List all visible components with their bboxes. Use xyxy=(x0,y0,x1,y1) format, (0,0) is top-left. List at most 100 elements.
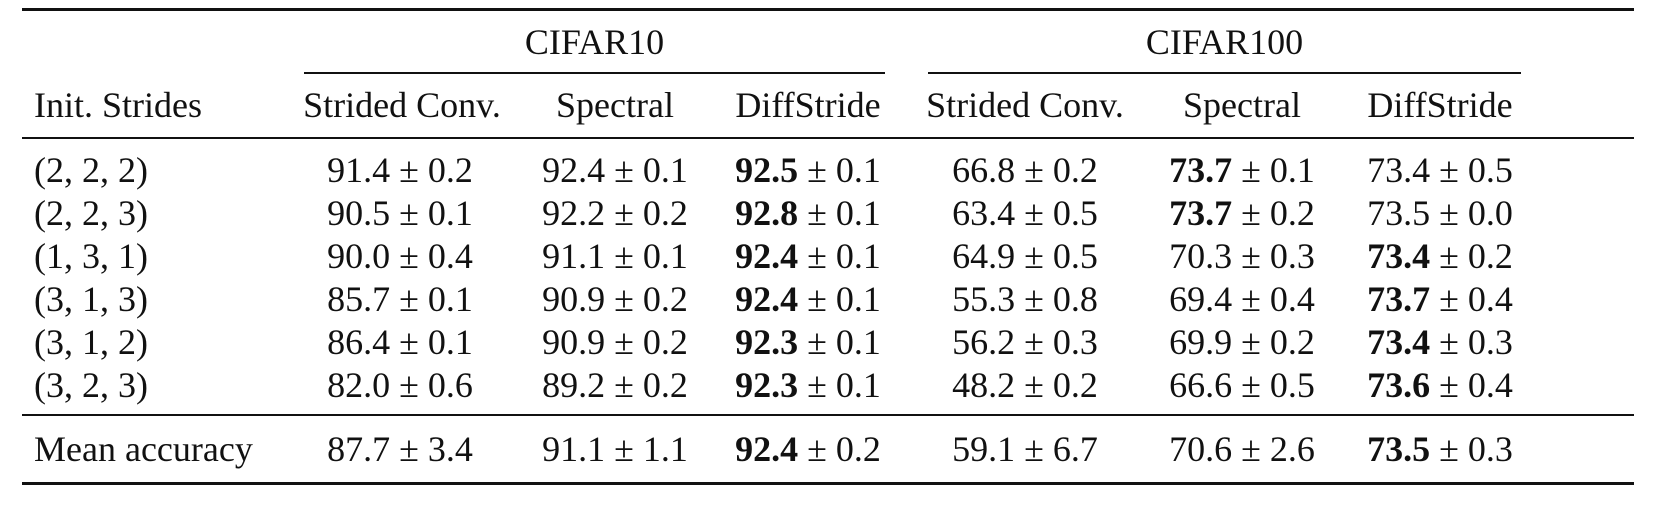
table-cell-cifar100-spectral: 69.9 ± 0.2 xyxy=(1127,322,1357,362)
cell-std: ± 0.6 xyxy=(390,365,473,405)
cell-mean: 92.3 xyxy=(735,322,799,362)
cell-mean: 73.7 xyxy=(1169,150,1233,190)
group-header-cifar10: CIFAR10 xyxy=(524,22,665,62)
cell-std: ± 0.3 xyxy=(1430,429,1513,469)
table-cell-cifar100-strided-conv: 64.9 ± 0.5 xyxy=(910,236,1140,276)
table-cell-cifar100-diffstride: 73.7 ± 0.4 xyxy=(1325,279,1555,319)
table-cell-cifar100-diffstride: 73.6 ± 0.4 xyxy=(1325,365,1555,405)
cell-std: ± 0.4 xyxy=(1430,279,1513,319)
table-cell-cifar10-strided-conv: 82.0 ± 0.6 xyxy=(285,365,515,405)
summary-cell-cifar10-diffstride: 92.4 ± 0.2 xyxy=(693,429,923,469)
column-header-cifar10-diffstride: DiffStride xyxy=(735,85,881,125)
cell-mean: 89.2 xyxy=(542,365,606,405)
cell-mean: 73.7 xyxy=(1367,279,1431,319)
cell-std: ± 0.1 xyxy=(798,365,881,405)
cell-mean: 85.7 xyxy=(327,279,391,319)
cell-mean: 73.4 xyxy=(1367,150,1431,190)
table-cell-cifar10-spectral: 91.1 ± 0.1 xyxy=(500,236,730,276)
cell-std: ± 0.4 xyxy=(390,236,473,276)
cell-std: ± 0.5 xyxy=(1232,365,1315,405)
cell-mean: 90.9 xyxy=(542,322,606,362)
table-cell-cifar10-strided-conv: 90.5 ± 0.1 xyxy=(285,193,515,233)
summary-row-label: Mean accuracy xyxy=(34,429,253,469)
cell-std: ± 0.3 xyxy=(1015,322,1098,362)
cell-mean: 69.4 xyxy=(1169,279,1233,319)
table-cell-cifar100-spectral: 73.7 ± 0.1 xyxy=(1127,150,1357,190)
table-cell-cifar10-strided-conv: 85.7 ± 0.1 xyxy=(285,279,515,319)
table-cell-cifar10-diffstride: 92.4 ± 0.1 xyxy=(693,279,923,319)
cell-std: ± 0.4 xyxy=(1232,279,1315,319)
group-header-cifar100: CIFAR100 xyxy=(1145,22,1304,62)
cell-mean: 48.2 xyxy=(952,365,1016,405)
cell-std: ± 0.2 xyxy=(1015,365,1098,405)
table-cell-cifar10-diffstride: 92.3 ± 0.1 xyxy=(693,322,923,362)
cell-std: ± 0.1 xyxy=(390,279,473,319)
summary-cell-cifar100-spectral: 70.6 ± 2.6 xyxy=(1127,429,1357,469)
cell-mean: 73.5 xyxy=(1367,429,1431,469)
cell-std: ± 0.2 xyxy=(1430,236,1513,276)
cell-std: ± 0.2 xyxy=(390,150,473,190)
row-label: (3, 1, 2) xyxy=(34,322,148,362)
table-cell-cifar100-spectral: 70.3 ± 0.3 xyxy=(1127,236,1357,276)
table-cell-cifar100-strided-conv: 56.2 ± 0.3 xyxy=(910,322,1140,362)
cell-mean: 90.5 xyxy=(327,193,391,233)
cell-std: ± 0.2 xyxy=(798,429,881,469)
cell-mean: 92.4 xyxy=(542,150,606,190)
cell-mean: 92.4 xyxy=(735,279,799,319)
cell-std: ± 0.8 xyxy=(1015,279,1098,319)
cell-std: ± 1.1 xyxy=(605,429,688,469)
table-cell-cifar100-diffstride: 73.5 ± 0.0 xyxy=(1325,193,1555,233)
cell-std: ± 0.1 xyxy=(390,193,473,233)
table-cell-cifar100-strided-conv: 48.2 ± 0.2 xyxy=(910,365,1140,405)
table-top-rule xyxy=(22,8,1634,11)
table-cell-cifar100-spectral: 66.6 ± 0.5 xyxy=(1127,365,1357,405)
table-bottom-rule xyxy=(22,482,1634,485)
cell-mean: 92.8 xyxy=(735,193,799,233)
table-cell-cifar100-strided-conv: 55.3 ± 0.8 xyxy=(910,279,1140,319)
row-label: (1, 3, 1) xyxy=(34,236,148,276)
table-cell-cifar100-diffstride: 73.4 ± 0.2 xyxy=(1325,236,1555,276)
cifar10-group-rule xyxy=(304,72,885,74)
cell-std: ± 0.1 xyxy=(1232,150,1315,190)
summary-cell-cifar100-strided-conv: 59.1 ± 6.7 xyxy=(910,429,1140,469)
table-cell-cifar10-strided-conv: 86.4 ± 0.1 xyxy=(285,322,515,362)
cell-mean: 92.5 xyxy=(735,150,799,190)
cell-mean: 73.5 xyxy=(1367,193,1431,233)
column-header-cifar10-strided-conv: Strided Conv. xyxy=(303,85,501,125)
cell-std: ± 0.1 xyxy=(605,236,688,276)
cell-mean: 55.3 xyxy=(952,279,1016,319)
summary-cell-cifar10-spectral: 91.1 ± 1.1 xyxy=(500,429,730,469)
cifar100-group-rule xyxy=(928,72,1521,74)
column-header-init-strides: Init. Strides xyxy=(34,85,202,125)
cell-std: ± 6.7 xyxy=(1015,429,1098,469)
cell-mean: 90.0 xyxy=(327,236,391,276)
cell-mean: 91.1 xyxy=(542,236,606,276)
cell-std: ± 0.2 xyxy=(1015,150,1098,190)
row-label: (2, 2, 3) xyxy=(34,193,148,233)
table-cell-cifar10-strided-conv: 91.4 ± 0.2 xyxy=(285,150,515,190)
cell-std: ± 2.6 xyxy=(1232,429,1315,469)
cell-std: ± 0.0 xyxy=(1430,193,1513,233)
table-cell-cifar10-spectral: 90.9 ± 0.2 xyxy=(500,279,730,319)
cell-std: ± 0.2 xyxy=(605,322,688,362)
cell-mean: 91.4 xyxy=(327,150,391,190)
table-cell-cifar10-diffstride: 92.4 ± 0.1 xyxy=(693,236,923,276)
cell-std: ± 0.1 xyxy=(390,322,473,362)
cell-mean: 86.4 xyxy=(327,322,391,362)
cell-std: ± 0.2 xyxy=(1232,322,1315,362)
cell-std: ± 0.4 xyxy=(1430,365,1513,405)
cell-std: ± 0.1 xyxy=(605,150,688,190)
cell-mean: 73.4 xyxy=(1367,236,1431,276)
summary-cell-cifar100-diffstride: 73.5 ± 0.3 xyxy=(1325,429,1555,469)
table-cell-cifar10-diffstride: 92.8 ± 0.1 xyxy=(693,193,923,233)
column-header-cifar100-spectral: Spectral xyxy=(1183,85,1301,125)
cell-mean: 69.9 xyxy=(1169,322,1233,362)
table-cell-cifar100-diffstride: 73.4 ± 0.5 xyxy=(1325,150,1555,190)
table-cell-cifar10-spectral: 92.4 ± 0.1 xyxy=(500,150,730,190)
row-label: (3, 2, 3) xyxy=(34,365,148,405)
cell-std: ± 0.5 xyxy=(1430,150,1513,190)
cell-mean: 82.0 xyxy=(327,365,391,405)
cell-mean: 91.1 xyxy=(542,429,606,469)
cell-std: ± 0.1 xyxy=(798,279,881,319)
table-cell-cifar100-spectral: 73.7 ± 0.2 xyxy=(1127,193,1357,233)
